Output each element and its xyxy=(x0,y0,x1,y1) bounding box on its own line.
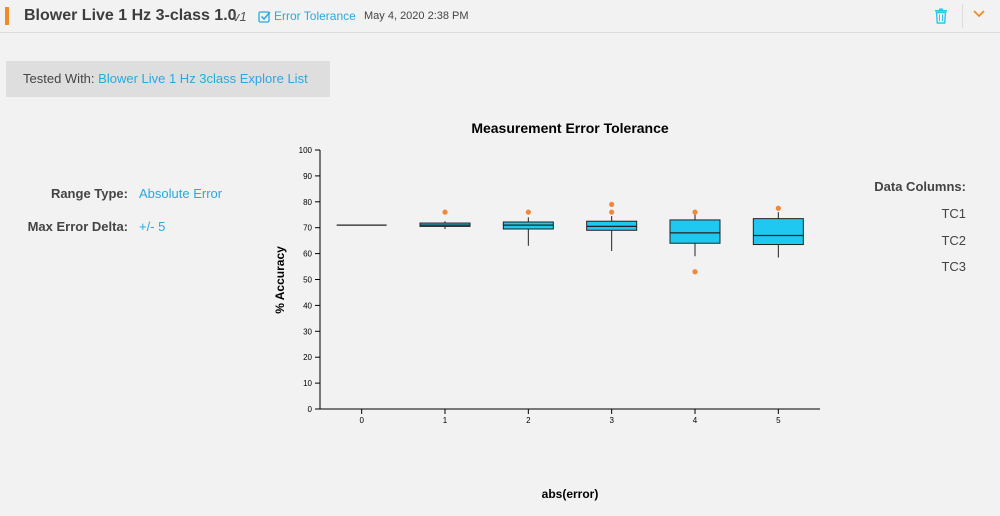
y-tick-label: 20 xyxy=(303,353,312,362)
data-column-item: TC1 xyxy=(941,206,966,221)
x-tick-label: 3 xyxy=(609,416,614,425)
data-column-item: TC3 xyxy=(941,259,966,274)
max-error-delta-label: Max Error Delta: xyxy=(27,219,128,234)
box-body xyxy=(669,219,721,244)
x-tick-label: 2 xyxy=(526,416,531,425)
box-plot-item xyxy=(586,201,638,252)
chevron-down-icon[interactable] xyxy=(972,7,986,21)
y-tick-label: 60 xyxy=(303,250,312,259)
y-tick-label: 30 xyxy=(303,327,312,336)
y-tick-label: 10 xyxy=(303,379,312,388)
outlier-point xyxy=(609,201,615,207)
explore-list-link[interactable]: Blower Live 1 Hz 3class Explore List xyxy=(98,71,308,86)
box-plot-item xyxy=(669,209,721,275)
box-plot-item xyxy=(752,205,804,258)
outlier-point xyxy=(442,209,448,215)
header-divider xyxy=(962,4,963,28)
tested-with-label: Tested With: xyxy=(23,71,95,86)
version-label: v1 xyxy=(233,9,247,24)
x-tick-label: 0 xyxy=(359,416,364,425)
outlier-point xyxy=(692,209,698,215)
checkbox-icon xyxy=(258,10,271,23)
outlier-point xyxy=(775,205,781,211)
y-tick-label: 90 xyxy=(303,172,312,181)
model-title[interactable]: Blower Live 1 Hz 3-class 1.0 xyxy=(24,7,237,24)
x-axis-label: abs(error) xyxy=(542,487,599,501)
data-columns-label: Data Columns: xyxy=(874,179,966,194)
box-plot-item xyxy=(419,209,471,229)
card-header: Blower Live 1 Hz 3-class 1.0 v1 Error To… xyxy=(0,0,1000,33)
trash-icon[interactable] xyxy=(934,8,948,24)
range-type-label: Range Type: xyxy=(50,186,128,201)
outlier-point xyxy=(692,269,698,275)
box-plot-item xyxy=(502,209,554,246)
x-tick-label: 5 xyxy=(776,416,781,425)
chart-title: Measurement Error Tolerance xyxy=(471,120,669,136)
max-error-delta-value: +/- 5 xyxy=(139,219,166,234)
y-tick-label: 100 xyxy=(299,146,313,155)
y-tick-label: 50 xyxy=(303,276,312,285)
timestamp: May 4, 2020 2:38 PM xyxy=(364,10,469,22)
x-tick-label: 1 xyxy=(443,416,448,425)
outlier-point xyxy=(525,209,531,215)
tag-label: Error Tolerance xyxy=(274,9,356,23)
accent-bar xyxy=(5,7,9,25)
y-axis-label: % Accuracy xyxy=(273,246,287,314)
y-tick-label: 70 xyxy=(303,224,312,233)
y-tick-label: 0 xyxy=(308,405,313,414)
x-tick-label: 4 xyxy=(693,416,698,425)
data-column-item: TC2 xyxy=(941,233,966,248)
box-body xyxy=(752,218,804,246)
error-tolerance-tag[interactable]: Error Tolerance xyxy=(258,9,356,23)
outlier-point xyxy=(609,209,615,215)
y-tick-label: 80 xyxy=(303,198,312,207)
box-body xyxy=(586,220,638,231)
tested-with-panel: Tested With: Blower Live 1 Hz 3class Exp… xyxy=(6,61,330,97)
y-tick-label: 40 xyxy=(303,301,312,310)
range-type-value: Absolute Error xyxy=(139,186,223,201)
